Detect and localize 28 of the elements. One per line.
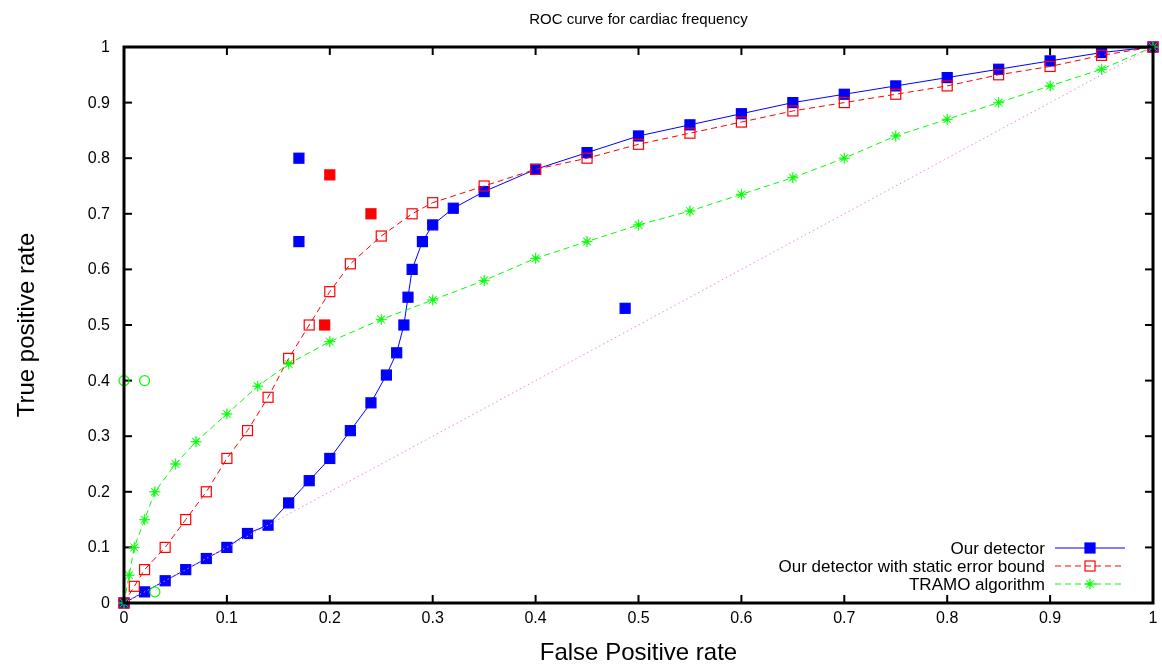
y-tick-label: 0.4 bbox=[87, 371, 111, 389]
x-tick-label: 0.4 bbox=[524, 609, 547, 626]
x-tick-label: 0.1 bbox=[215, 609, 239, 626]
legend-label: Our detector bbox=[950, 539, 1046, 558]
y-tick-label: 0.2 bbox=[87, 482, 111, 500]
x-tick-label: 1 bbox=[1148, 609, 1158, 626]
x-tick-label: 0.9 bbox=[1038, 609, 1062, 626]
y-tick-label: 0.9 bbox=[87, 93, 111, 111]
x-tick-label: 0.2 bbox=[318, 609, 342, 626]
y-tick-label: 0.6 bbox=[87, 260, 111, 278]
y-tick-label: 0.7 bbox=[87, 204, 111, 222]
x-tick-label: 0.5 bbox=[627, 609, 650, 626]
y-tick-label: 0.8 bbox=[87, 149, 111, 167]
x-axis-title: False Positive rate bbox=[539, 638, 738, 665]
x-tick-label: 0.3 bbox=[421, 609, 444, 626]
y-tick-label: 1 bbox=[101, 38, 111, 55]
y-tick-label: 0.5 bbox=[87, 316, 111, 333]
x-tick-label: 0.7 bbox=[833, 609, 856, 626]
x-tick-label: 0 bbox=[119, 609, 129, 626]
legend-label: TRAMO algorithm bbox=[908, 575, 1045, 594]
x-tick-label: 0.6 bbox=[730, 609, 753, 626]
y-tick-label: 0 bbox=[101, 594, 111, 611]
y-axis-title: True positive rate bbox=[12, 232, 39, 418]
y-tick-label: 0.3 bbox=[87, 427, 111, 445]
x-tick-label: 0.8 bbox=[936, 609, 959, 626]
chart-title: ROC curve for cardiac frequency bbox=[529, 10, 749, 27]
y-tick-label: 0.1 bbox=[87, 538, 111, 556]
legend-label: Our detector with static error bound bbox=[778, 557, 1045, 576]
